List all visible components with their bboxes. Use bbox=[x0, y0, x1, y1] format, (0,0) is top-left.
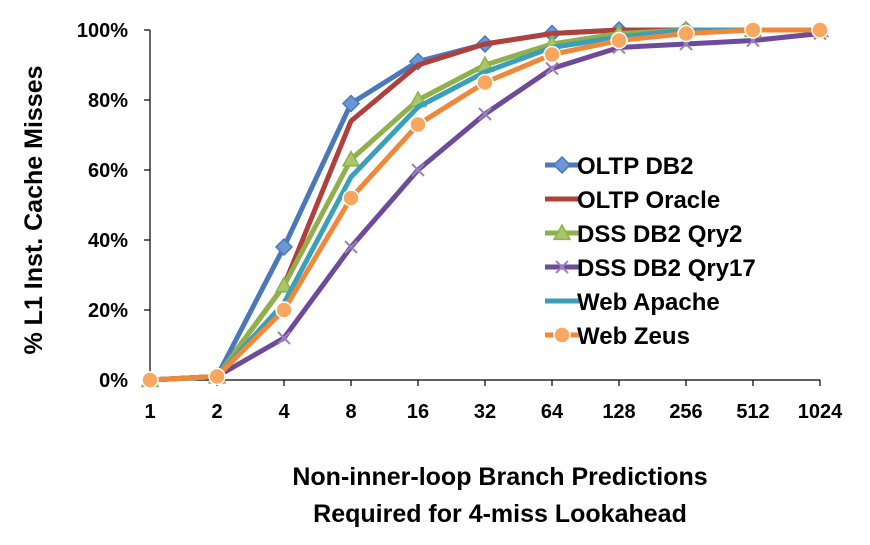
data-point bbox=[744, 21, 762, 39]
legend-item: DSS DB2 Qry17 bbox=[545, 255, 756, 282]
x-tick-label: 64 bbox=[541, 401, 564, 423]
series-web-zeus bbox=[141, 21, 829, 389]
data-point bbox=[277, 331, 291, 345]
data-point bbox=[342, 189, 360, 207]
x-tick-label: 4 bbox=[278, 401, 290, 423]
data-point bbox=[341, 149, 361, 167]
legend-item: Web Apache bbox=[545, 289, 720, 316]
axes: 0% 20% 40% 60% 80% 100% 1 2 4 8 16 32 64 128 256 512 102… bbox=[77, 20, 843, 423]
legend-item: Web Zeus bbox=[545, 323, 690, 350]
x-tick-label: 16 bbox=[407, 401, 429, 423]
data-point bbox=[274, 237, 294, 257]
data-point bbox=[208, 367, 226, 386]
y-tick-label: 60% bbox=[88, 160, 128, 182]
marker-stroke bbox=[277, 331, 291, 345]
data-point bbox=[275, 301, 293, 319]
marker-stroke bbox=[555, 260, 569, 274]
data-point bbox=[409, 115, 427, 134]
series-layer bbox=[140, 20, 830, 390]
x-tick-label: 1024 bbox=[798, 401, 843, 423]
data-point bbox=[411, 163, 425, 177]
x-axis-title-line-1: Non-inner-loop Branch Predictions bbox=[292, 463, 707, 491]
data-point bbox=[677, 24, 695, 43]
legend-label: DSS DB2 Qry17 bbox=[577, 255, 756, 282]
x-tick-label: 8 bbox=[345, 401, 356, 423]
data-point bbox=[141, 371, 159, 389]
data-point bbox=[274, 275, 294, 293]
y-tick-label: 0% bbox=[99, 370, 128, 392]
legend-label: DSS DB2 Qry2 bbox=[577, 221, 742, 248]
data-point bbox=[478, 107, 492, 121]
x-tick-label: 256 bbox=[669, 401, 702, 423]
data-point bbox=[811, 21, 829, 39]
y-tick-label: 20% bbox=[88, 300, 128, 322]
data-point bbox=[344, 240, 358, 254]
data-point bbox=[545, 61, 559, 76]
legend-marker bbox=[552, 155, 572, 175]
legend-marker bbox=[553, 326, 571, 344]
legend-label: Web Apache bbox=[577, 289, 720, 316]
legend-marker bbox=[555, 260, 569, 274]
marker-stroke bbox=[344, 240, 358, 254]
legend-item: DSS DB2 Qry2 bbox=[545, 221, 742, 248]
legend-label: Web Zeus bbox=[577, 323, 690, 350]
legend-marker bbox=[552, 223, 572, 241]
marker-stroke bbox=[545, 61, 559, 76]
marker-stroke bbox=[478, 107, 492, 121]
y-axis-title: % L1 Inst. Cache Misses bbox=[20, 65, 48, 354]
x-axis-title-line-2: Required for 4-miss Lookahead bbox=[313, 500, 687, 528]
x-tick-label: 32 bbox=[474, 401, 496, 423]
legend-label: OLTP Oracle bbox=[577, 187, 720, 214]
y-tick-label: 40% bbox=[88, 230, 128, 252]
marker-stroke bbox=[411, 163, 425, 177]
legend-item: OLTP DB2 bbox=[545, 153, 693, 180]
data-point bbox=[476, 73, 494, 92]
x-tick-label: 128 bbox=[602, 401, 635, 423]
data-point bbox=[543, 45, 561, 64]
data-point bbox=[610, 31, 628, 50]
data-point bbox=[341, 94, 361, 113]
legend-item: OLTP Oracle bbox=[545, 187, 720, 214]
y-tick-label: 100% bbox=[77, 20, 128, 42]
y-tick-label: 80% bbox=[88, 90, 128, 112]
axis-titles: % L1 Inst. Cache Misses Non-inner-loop B… bbox=[20, 65, 708, 528]
x-tick-label: 1 bbox=[144, 401, 155, 423]
legend-label: OLTP DB2 bbox=[577, 153, 693, 180]
legend: OLTP DB2 OLTP Oracle DSS DB2 Qry2 DSS DB2 Q… bbox=[545, 153, 756, 350]
x-tick-label: 2 bbox=[211, 401, 222, 423]
x-tick-label: 512 bbox=[736, 401, 769, 423]
